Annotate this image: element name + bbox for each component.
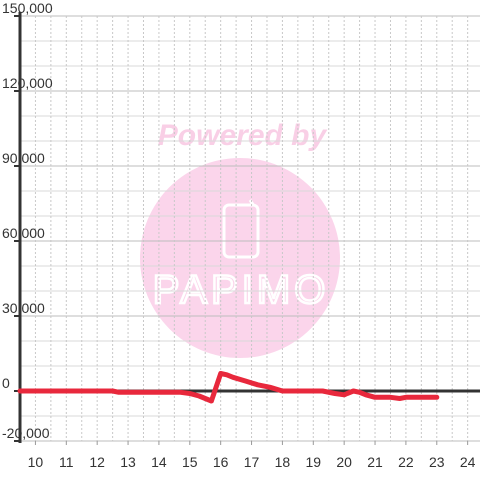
x-tick-label: 15 [182,454,198,470]
x-tick-label: 21 [367,454,383,470]
x-tick-label: 14 [151,454,167,470]
x-tick-label: 18 [275,454,291,470]
watermark-powered-by: Powered by [158,119,328,152]
y-tick-labels: -20,000 0 30,000 60,000 90,000 120,000 150,000 [2,0,53,441]
y-tick-label: 90,000 [2,150,45,166]
x-tick-label: 10 [28,454,44,470]
x-tick-label: 17 [244,454,260,470]
grid [19,15,480,442]
watermark-brand: PAPIMO [153,268,330,312]
y-tick-label: 120,000 [2,75,53,91]
series-line-0 [17,371,440,404]
phone-icon [222,199,260,259]
x-tick-label: 11 [59,454,74,470]
y-tick-label: -20,000 [2,425,50,441]
x-tick-label: 13 [120,454,136,470]
x-tick-label: 22 [398,454,414,470]
watermark: Powered by PAPIMO [140,119,340,358]
x-tick-labels: 10 11 12 13 14 15 16 17 18 19 20 21 22 23 24 [28,454,476,470]
x-tick-label: 20 [336,454,352,470]
x-tick-label: 24 [460,454,476,470]
y-tick-label: 0 [2,375,10,391]
y-tick-label: 150,000 [2,0,53,16]
x-tick-label: 23 [429,454,445,470]
x-tick-label: 16 [213,454,229,470]
y-tick-label: 60,000 [2,225,45,241]
x-tick-label: 19 [305,454,321,470]
x-tick-label: 12 [89,454,105,470]
y-tick-label: 30,000 [2,300,45,316]
series-layer [17,371,440,404]
